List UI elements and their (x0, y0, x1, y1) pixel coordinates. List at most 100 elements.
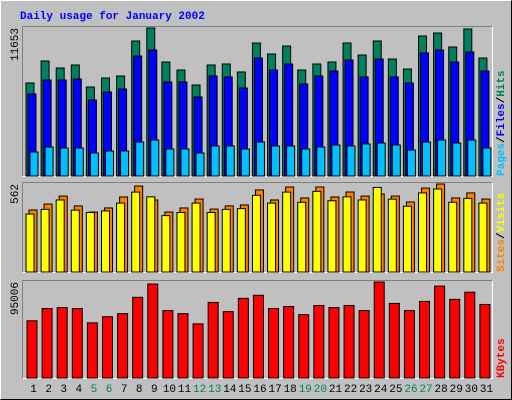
bar (165, 148, 175, 177)
bar (418, 192, 428, 273)
bar (271, 145, 281, 177)
bar (86, 322, 98, 379)
bar (25, 213, 35, 273)
bar (101, 316, 113, 379)
bar (56, 307, 68, 379)
bar (463, 197, 473, 273)
bar (342, 196, 352, 273)
x-tick-label: 22 (344, 384, 357, 396)
bar (449, 298, 461, 379)
legend-entry: Hits (496, 70, 508, 96)
bar (176, 211, 186, 273)
bar (255, 141, 265, 177)
x-tick-label: 23 (359, 384, 372, 396)
bar (100, 210, 110, 273)
x-tick-label: 3 (60, 384, 67, 396)
bar (71, 308, 83, 379)
bar (70, 209, 80, 273)
bar (89, 152, 99, 177)
bar (252, 294, 264, 379)
bar (448, 201, 458, 273)
bar (180, 148, 190, 177)
bar (464, 291, 476, 379)
legend-separator: / (496, 96, 508, 103)
bar (191, 202, 201, 273)
legend-entry: Files (496, 103, 508, 136)
x-tick-label: 27 (419, 384, 432, 396)
bar (162, 310, 174, 379)
y-tick-label: 562 (10, 184, 22, 204)
x-tick-label: 26 (404, 384, 417, 396)
x-tick-label: 13 (208, 384, 221, 396)
x-tick-label: 19 (299, 384, 312, 396)
chart-title: Daily usage for January 2002 (20, 11, 205, 23)
bar (85, 211, 95, 273)
bar (222, 311, 234, 379)
bar (316, 146, 326, 177)
bar (240, 148, 250, 177)
x-tick-label: 10 (163, 384, 176, 396)
bar (150, 139, 160, 177)
bar (135, 141, 145, 177)
bar (419, 300, 431, 379)
panel-light (22, 182, 493, 273)
panel-shadow (22, 182, 493, 273)
legend-entry: KBytes (496, 338, 508, 378)
bar (55, 199, 65, 273)
x-tick-label: 5 (91, 384, 98, 396)
bar (40, 208, 50, 273)
y-tick-label: 11653 (10, 28, 22, 61)
bar (117, 313, 129, 379)
bar (452, 142, 462, 177)
bar (74, 147, 84, 177)
bar (41, 308, 53, 379)
x-tick-label: 12 (193, 384, 206, 396)
x-tick-label: 24 (374, 384, 388, 396)
bar (467, 139, 477, 177)
x-tick-label: 21 (329, 384, 343, 396)
bar (237, 297, 249, 379)
bar (221, 208, 231, 273)
x-tick-label: 11 (178, 384, 192, 396)
y-tick-label: 95006 (10, 282, 22, 315)
bar (146, 196, 156, 273)
bar (387, 198, 397, 273)
bar (388, 302, 400, 379)
bar (192, 323, 204, 379)
bar (282, 191, 292, 273)
bar (286, 145, 296, 177)
x-tick-label: 1 (30, 384, 37, 396)
x-tick-label: 14 (223, 384, 237, 396)
bar (372, 186, 382, 273)
bar (403, 310, 415, 379)
x-tick-label: 31 (480, 384, 494, 396)
legend-separator: / (496, 136, 508, 143)
bar (434, 285, 446, 379)
legend: Pages/Files/Hits (496, 70, 508, 176)
x-tick-label: 17 (268, 384, 281, 396)
bar (225, 145, 235, 177)
bar (373, 281, 385, 379)
x-tick-label: 29 (450, 384, 463, 396)
bar (433, 188, 443, 273)
panel-shadow (22, 280, 493, 379)
bar (132, 296, 144, 379)
bar (236, 208, 246, 273)
panel-shadow (22, 26, 493, 177)
bar (357, 199, 367, 273)
bar (104, 150, 114, 177)
bar (59, 147, 69, 177)
bar (161, 215, 171, 273)
legend: Sites/Visits (496, 193, 508, 272)
x-tick-label: 16 (253, 384, 266, 396)
bar (346, 145, 356, 177)
bar (402, 205, 412, 273)
x-tick-label: 20 (314, 384, 327, 396)
legend-entry: Visits (496, 193, 508, 233)
bar (327, 200, 337, 273)
bar (391, 144, 401, 177)
bar (437, 139, 447, 177)
bar (120, 150, 130, 177)
